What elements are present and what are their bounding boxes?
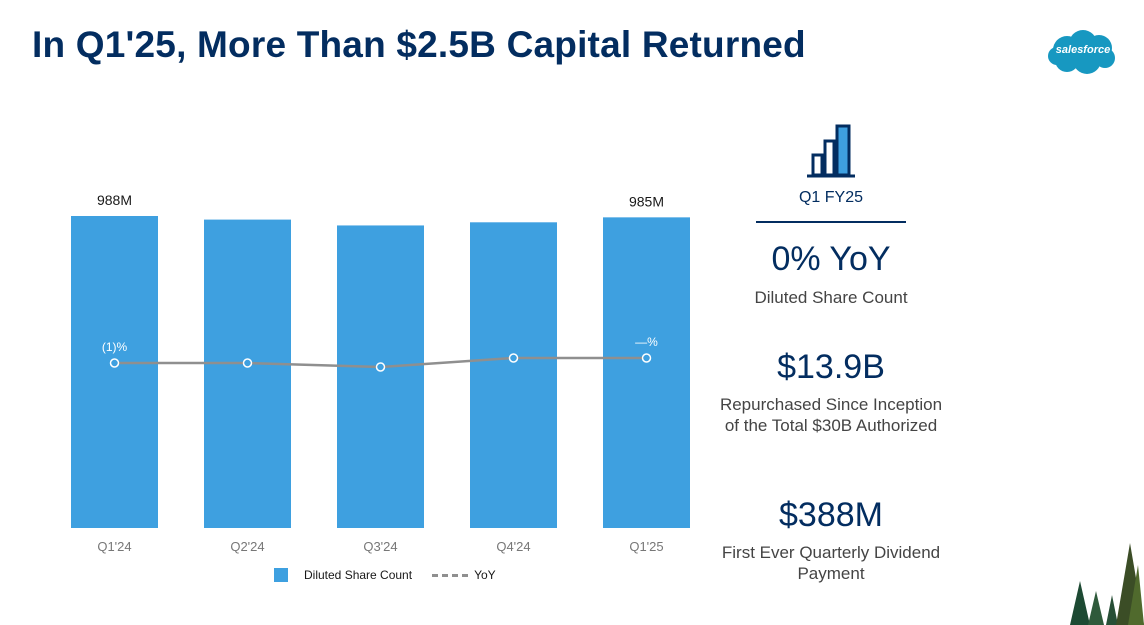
trees-decoration bbox=[1070, 543, 1144, 625]
yoy-point bbox=[375, 362, 386, 372]
stat-dividend-value: $388M bbox=[779, 496, 883, 534]
bar-0 bbox=[71, 216, 158, 528]
stat-yoy-desc: Diluted Share Count bbox=[754, 288, 908, 307]
bar-value-label: 985M bbox=[629, 193, 664, 209]
stat-dividend-desc: First Ever Quarterly Dividend Payment bbox=[721, 543, 941, 583]
bar-1 bbox=[204, 219, 291, 528]
logo-text: salesforce bbox=[1055, 44, 1111, 56]
bar-chart-icon bbox=[807, 124, 855, 178]
stat-repurchased-desc: Repurchased Since Inception of the Total… bbox=[719, 395, 943, 435]
stat-yoy-value: 0% YoY bbox=[771, 240, 891, 278]
bar-3 bbox=[470, 222, 557, 529]
stat-repurchased-value: $13.9B bbox=[777, 348, 885, 386]
legend-line-label: YoY bbox=[474, 568, 496, 582]
x-tick-label: Q3'24 bbox=[363, 539, 397, 554]
yoy-point bbox=[109, 358, 120, 368]
divider bbox=[756, 221, 906, 223]
yoy-point bbox=[508, 353, 519, 363]
bar-4 bbox=[603, 217, 690, 528]
legend-line-swatch bbox=[432, 573, 469, 577]
yoy-point bbox=[641, 353, 652, 363]
period-label: Q1 FY25 bbox=[798, 189, 864, 206]
share-count-chart: Q1'24 988M Q2'24 Q3'24 Q4'24 Q1'25 985M (1)% —% bbox=[71, 192, 690, 554]
salesforce-logo: salesforce bbox=[1047, 28, 1119, 78]
yoy-value-label: —% bbox=[635, 335, 658, 349]
cloud-icon bbox=[1048, 30, 1115, 74]
legend-bar-label: Diluted Share Count bbox=[304, 568, 413, 582]
x-tick-label: Q4'24 bbox=[496, 539, 530, 554]
bar-value-label: 988M bbox=[97, 192, 132, 208]
x-tick-label: Q1'25 bbox=[629, 539, 663, 554]
x-tick-label: Q2'24 bbox=[230, 539, 264, 554]
x-tick-label: Q1'24 bbox=[97, 539, 131, 554]
page-title: In Q1'25, More Than $2.5B Capital Return… bbox=[32, 24, 806, 65]
yoy-value-label: (1)% bbox=[102, 340, 128, 354]
chart-legend: Diluted Share Count YoY bbox=[274, 567, 496, 583]
bar-2 bbox=[337, 225, 424, 528]
legend-bar-swatch bbox=[274, 568, 288, 582]
yoy-point bbox=[242, 358, 253, 368]
